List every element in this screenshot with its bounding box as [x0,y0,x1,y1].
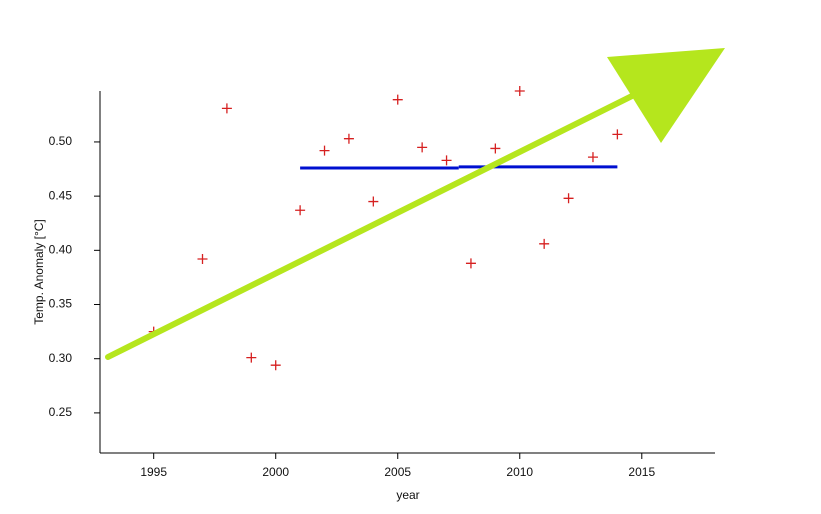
x-tick-label: 1995 [140,465,167,479]
x-tick-label: 2015 [628,465,655,479]
x-tick-label: 2010 [506,465,533,479]
point [295,205,306,216]
point [612,129,623,140]
y-tick-label: 0.50 [49,134,73,148]
point [490,143,501,154]
y-tick-label: 0.30 [49,351,73,365]
y-axis-label: Temp. Anomaly [°C] [32,219,46,325]
y-tick-label: 0.45 [49,188,73,202]
y-tick-label: 0.25 [49,405,73,419]
y-tick-label: 0.40 [49,242,73,256]
point [514,86,525,96]
arrow-shaft [105,89,643,360]
point [441,155,452,166]
point [221,103,232,114]
point [417,142,428,153]
y-tick-label: 0.35 [49,297,73,311]
point [563,193,574,204]
point [587,152,598,163]
point [539,238,550,249]
point [197,253,208,264]
arrow-head [607,48,725,143]
point [270,360,281,371]
x-axis-label: year [396,488,419,502]
x-tick-label: 2000 [262,465,289,479]
plot-area: 0.25 0.30 0.35 0.40 0.45 0.50 1995 2000 2005 2010… [49,86,655,479]
x-tick-label: 2005 [384,465,411,479]
point [368,196,379,207]
point [246,352,257,363]
point [465,258,476,269]
trend-arrow [105,48,725,360]
point [319,145,330,156]
point [392,94,403,105]
point [343,133,354,144]
